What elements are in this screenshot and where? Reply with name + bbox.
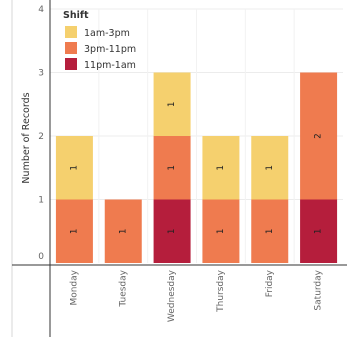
bar-value-label: 1 xyxy=(216,229,226,234)
x-tick-label: Thursday xyxy=(216,269,226,313)
bar-segment xyxy=(251,136,289,200)
bar-segment xyxy=(104,199,142,263)
y-tick-label: 3 xyxy=(38,69,44,79)
bar-segment xyxy=(55,199,93,263)
x-tick-label: Friday xyxy=(265,269,275,297)
x-tick-label: Tuesday xyxy=(118,269,128,307)
bar-segment xyxy=(153,72,191,136)
bar-value-label: 2 xyxy=(314,133,324,138)
bar-segment xyxy=(300,199,338,263)
bar-segment xyxy=(202,199,240,263)
bar-value-label: 1 xyxy=(69,165,79,170)
bar-value-label: 1 xyxy=(314,229,324,234)
y-tick-label: 4 xyxy=(38,5,44,15)
bar-segment xyxy=(55,136,93,200)
bar-value-label: 1 xyxy=(69,229,79,234)
legend-swatch xyxy=(65,58,77,70)
bar-value-label: 1 xyxy=(167,229,177,234)
legend-swatch xyxy=(65,42,77,54)
y-axis-title: Number of Records xyxy=(21,92,32,183)
legend-title: Shift xyxy=(63,10,89,21)
bars: 1 1 1 1 1 1 1 1 1 1 1 2 xyxy=(55,72,338,263)
bar-segment xyxy=(251,199,289,263)
y-tick-label: 1 xyxy=(38,196,44,206)
bar-segment xyxy=(300,72,338,200)
y-tick-label: 0 xyxy=(38,252,44,262)
x-tick-label: Monday xyxy=(69,269,79,305)
x-tick-label: Wednesday xyxy=(167,269,177,322)
bar-value-label: 1 xyxy=(118,229,128,234)
bar-value-label: 1 xyxy=(167,165,177,170)
bar-value-label: 1 xyxy=(265,165,275,170)
legend-label: 1am-3pm xyxy=(84,28,130,39)
bar-value-label: 1 xyxy=(216,165,226,170)
axes: 0 1 2 3 4 Monday Tuesday Wednesday Thursday Frida… xyxy=(11,0,347,337)
bar-value-label: 1 xyxy=(167,102,177,107)
bar-value-label: 1 xyxy=(265,229,275,234)
legend: Shift 1am-3pm 3pm-11pm 11pm-1am xyxy=(63,10,136,71)
x-tick-label: Saturday xyxy=(314,269,324,310)
bar-segment xyxy=(153,136,191,200)
legend-swatch xyxy=(65,26,77,38)
legend-label: 11pm-1am xyxy=(84,60,136,71)
y-tick-label: 2 xyxy=(38,132,44,142)
bar-segment xyxy=(153,199,191,263)
legend-label: 3pm-11pm xyxy=(84,44,136,55)
bar-segment xyxy=(202,136,240,200)
gridlines xyxy=(50,8,343,263)
